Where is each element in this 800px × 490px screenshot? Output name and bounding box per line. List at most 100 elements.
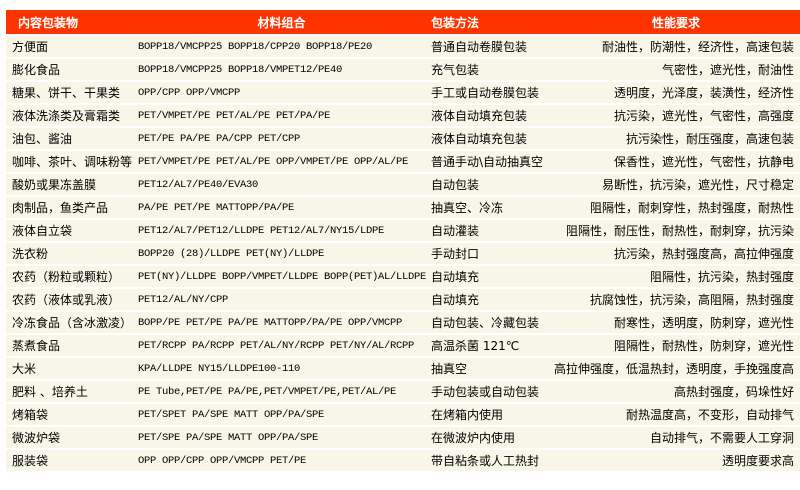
cell-requirements: 抗污染性，耐压强度，高速包装 — [552, 128, 800, 149]
table-row: 咖啡、茶叶、调味粉等 PET/VMPET/PE PET/AL/PE OPP/VMP… — [6, 151, 800, 172]
cell-materials: PET/SPET PA/SPE MATT OPP/PA/SPE — [136, 404, 427, 425]
cell-requirements: 透明度，光泽度，装潢性，经济性 — [552, 82, 800, 103]
table-row: 酸奶或果冻盖膜 PET12/AL7/PE40/EVA30 自动包装 易断性，抗污染，遮… — [6, 174, 800, 195]
cell-materials: PET12/AL7/PE40/EVA30 — [136, 174, 427, 195]
cell-requirements: 高拉伸强度，低温热封，透明度，手挽强度高 — [552, 358, 800, 379]
cell-method: 带自粘条或人工热封 — [427, 450, 552, 471]
cell-method: 自动灌装 — [427, 220, 552, 241]
cell-materials: PA/PE PET/PE MATTOPP/PA/PE — [136, 197, 427, 218]
table-row: 肉制品，鱼类产品 PA/PE PET/PE MATTOPP/PA/PE 抽真空、冷冻… — [6, 197, 800, 218]
cell-materials: BOPP/PE PET/PE PA/PE MATTOPP/PA/PE OPP/V… — [136, 312, 427, 333]
cell-requirements: 耐寒性，透明度，防刺穿，遮光性 — [552, 312, 800, 333]
header-requirements: 性能要求 — [552, 10, 800, 34]
table-row: 液体洗涤类及膏霜类 PET/VMPET/PE PET/AL/PE PET/PA/P… — [6, 105, 800, 126]
table-row: 服装袋 OPP OPP/CPP OPP/VMCPP PET/PE 带自粘条或人工热封… — [6, 450, 800, 471]
table-row: 大米 KPA/LLDPE NY15/LLDPE100-110 抽真空 高拉伸强度，低温… — [6, 358, 800, 379]
cell-materials: PET/VMPET/PE PET/AL/PE PET/PA/PE — [136, 105, 427, 126]
table-row: 方便面 BOPP18/VMCPP25 BOPP18/CPP20 BOPP18/PE… — [6, 36, 800, 57]
cell-contents: 农药（液体或乳液） — [6, 289, 136, 310]
cell-requirements: 气密性，遮光性，耐油性 — [552, 59, 800, 80]
cell-materials: PE Tube,PET/PE PA/PE,PET/VMPET/PE,PET/AL… — [136, 381, 427, 402]
table-row: 冷冻食品（含冰激凌） BOPP/PE PET/PE PA/PE MATTOPP/P… — [6, 312, 800, 333]
table-row: 烤箱袋 PET/SPET PA/SPE MATT OPP/PA/SPE 在烤箱内使用… — [6, 404, 800, 425]
cell-contents: 肉制品，鱼类产品 — [6, 197, 136, 218]
cell-materials: PET/SPE PA/SPE MATT OPP/PA/SPE — [136, 427, 427, 448]
header-contents: 内容包装物 — [6, 10, 136, 34]
cell-requirements: 保香性，遮光性，气密性，抗静电 — [552, 151, 800, 172]
cell-requirements: 自动排气，不需要人工穿洞 — [552, 427, 800, 448]
cell-contents: 液体洗涤类及膏霜类 — [6, 105, 136, 126]
cell-requirements: 易断性，抗污染，遮光性，尺寸稳定 — [552, 174, 800, 195]
cell-materials: BOPP20 (28)/LLDPE PET(NY)/LLDPE — [136, 243, 427, 264]
cell-materials: PET12/AL7/PET12/LLDPE PET12/AL7/NY15/LDP… — [136, 220, 427, 241]
cell-method: 普通自动卷膜包装 — [427, 36, 552, 57]
cell-materials: BOPP18/VMCPP25 BOPP18/CPP20 BOPP18/PE20 — [136, 36, 427, 57]
cell-contents: 方便面 — [6, 36, 136, 57]
cell-materials: PET/VMPET/PE PET/AL/PE OPP/VMPET/PE OPP/… — [136, 151, 427, 172]
cell-method: 手动包装或自动包装 — [427, 381, 552, 402]
cell-method: 自动填充 — [427, 266, 552, 287]
cell-contents: 酸奶或果冻盖膜 — [6, 174, 136, 195]
table-row: 微波炉袋 PET/SPE PA/SPE MATT OPP/PA/SPE 在微波炉内使… — [6, 427, 800, 448]
cell-method: 普通手动\自动抽真空 — [427, 151, 552, 172]
cell-method: 自动填充 — [427, 289, 552, 310]
cell-method: 在微波炉内使用 — [427, 427, 552, 448]
cell-method: 自动包装 — [427, 174, 552, 195]
cell-contents: 烤箱袋 — [6, 404, 136, 425]
cell-requirements: 抗污染，遮光性，气密性，高强度 — [552, 105, 800, 126]
packaging-table: 内容包装物 材料组合 包装方法 性能要求 方便面 BOPP18/VMCPP25 B… — [6, 8, 800, 473]
cell-contents: 咖啡、茶叶、调味粉等 — [6, 151, 136, 172]
cell-contents: 油包、酱油 — [6, 128, 136, 149]
cell-requirements: 抗腐蚀性，抗污染，高阻隔，热封强度 — [552, 289, 800, 310]
cell-method: 在烤箱内使用 — [427, 404, 552, 425]
cell-method: 液体自动填充包装 — [427, 105, 552, 126]
cell-method: 自动包装、冷藏包装 — [427, 312, 552, 333]
table-row: 洗衣粉 BOPP20 (28)/LLDPE PET(NY)/LLDPE 手动封口 抗污… — [6, 243, 800, 264]
cell-requirements: 耐热温度高，不变形，自动排气 — [552, 404, 800, 425]
cell-materials: PET(NY)/LLDPE BOPP/VMPET/LLDPE BOPP(PET)… — [136, 266, 427, 287]
cell-materials: OPP OPP/CPP OPP/VMCPP PET/PE — [136, 450, 427, 471]
cell-method: 液体自动填充包装 — [427, 128, 552, 149]
cell-materials: PET/RCPP PA/RCPP PET/AL/NY/RCPP PET/NY/A… — [136, 335, 427, 356]
table-row: 油包、酱油 PET/PE PA/PE PA/CPP PET/CPP 液体自动填充包装… — [6, 128, 800, 149]
cell-contents: 大米 — [6, 358, 136, 379]
cell-requirements: 阻隔性，耐压性，耐热性，耐刺穿，抗污染 — [552, 220, 800, 241]
table-row: 糖果、饼干、干果类 OPP/CPP OPP/VMCPP 手工或自动卷膜包装 透明度，光… — [6, 82, 800, 103]
cell-contents: 微波炉袋 — [6, 427, 136, 448]
table-row: 农药（粉粒或颗粒） PET(NY)/LLDPE BOPP/VMPET/LLDPE … — [6, 266, 800, 287]
table-row: 肥料 、培养土 PE Tube,PET/PE PA/PE,PET/VMPET/PE… — [6, 381, 800, 402]
cell-method: 抽真空 — [427, 358, 552, 379]
cell-method: 手工或自动卷膜包装 — [427, 82, 552, 103]
cell-contents: 肥料 、培养土 — [6, 381, 136, 402]
cell-requirements: 耐油性，防潮性，经济性，高速包装 — [552, 36, 800, 57]
cell-materials: OPP/CPP OPP/VMCPP — [136, 82, 427, 103]
cell-contents: 冷冻食品（含冰激凌） — [6, 312, 136, 333]
cell-requirements: 阻隔性，耐热性，防刺穿，遮光性 — [552, 335, 800, 356]
cell-materials: PET/PE PA/PE PA/CPP PET/CPP — [136, 128, 427, 149]
cell-requirements: 透明度要求高 — [552, 450, 800, 471]
cell-method: 高温杀菌 121℃ — [427, 335, 552, 356]
table-row: 蒸煮食品 PET/RCPP PA/RCPP PET/AL/NY/RCPP PET/… — [6, 335, 800, 356]
cell-contents: 服装袋 — [6, 450, 136, 471]
table-row: 液体自立袋 PET12/AL7/PET12/LLDPE PET12/AL7/NY1… — [6, 220, 800, 241]
cell-materials: PET12/AL/NY/CPP — [136, 289, 427, 310]
header-row: 内容包装物 材料组合 包装方法 性能要求 — [6, 10, 800, 34]
cell-contents: 蒸煮食品 — [6, 335, 136, 356]
cell-contents: 洗衣粉 — [6, 243, 136, 264]
cell-contents: 液体自立袋 — [6, 220, 136, 241]
cell-method: 抽真空、冷冻 — [427, 197, 552, 218]
header-materials: 材料组合 — [136, 10, 427, 34]
cell-requirements: 阻隔性，耐刺穿性，热封强度，耐热性 — [552, 197, 800, 218]
cell-requirements: 抗污染，热封强度高，高拉伸强度 — [552, 243, 800, 264]
cell-materials: BOPP18/VMCPP25 BOPP18/VMPET12/PE40 — [136, 59, 427, 80]
cell-requirements: 阻隔性，抗污染，热封强度 — [552, 266, 800, 287]
header-method: 包装方法 — [427, 10, 552, 34]
cell-requirements: 高热封强度，码垛性好 — [552, 381, 800, 402]
cell-contents: 膨化食品 — [6, 59, 136, 80]
table-row: 膨化食品 BOPP18/VMCPP25 BOPP18/VMPET12/PE40 充气… — [6, 59, 800, 80]
cell-contents: 农药（粉粒或颗粒） — [6, 266, 136, 287]
cell-method: 充气包装 — [427, 59, 552, 80]
table-row: 农药（液体或乳液） PET12/AL/NY/CPP 自动填充 抗腐蚀性，抗污染，高阻隔… — [6, 289, 800, 310]
cell-contents: 糖果、饼干、干果类 — [6, 82, 136, 103]
cell-method: 手动封口 — [427, 243, 552, 264]
